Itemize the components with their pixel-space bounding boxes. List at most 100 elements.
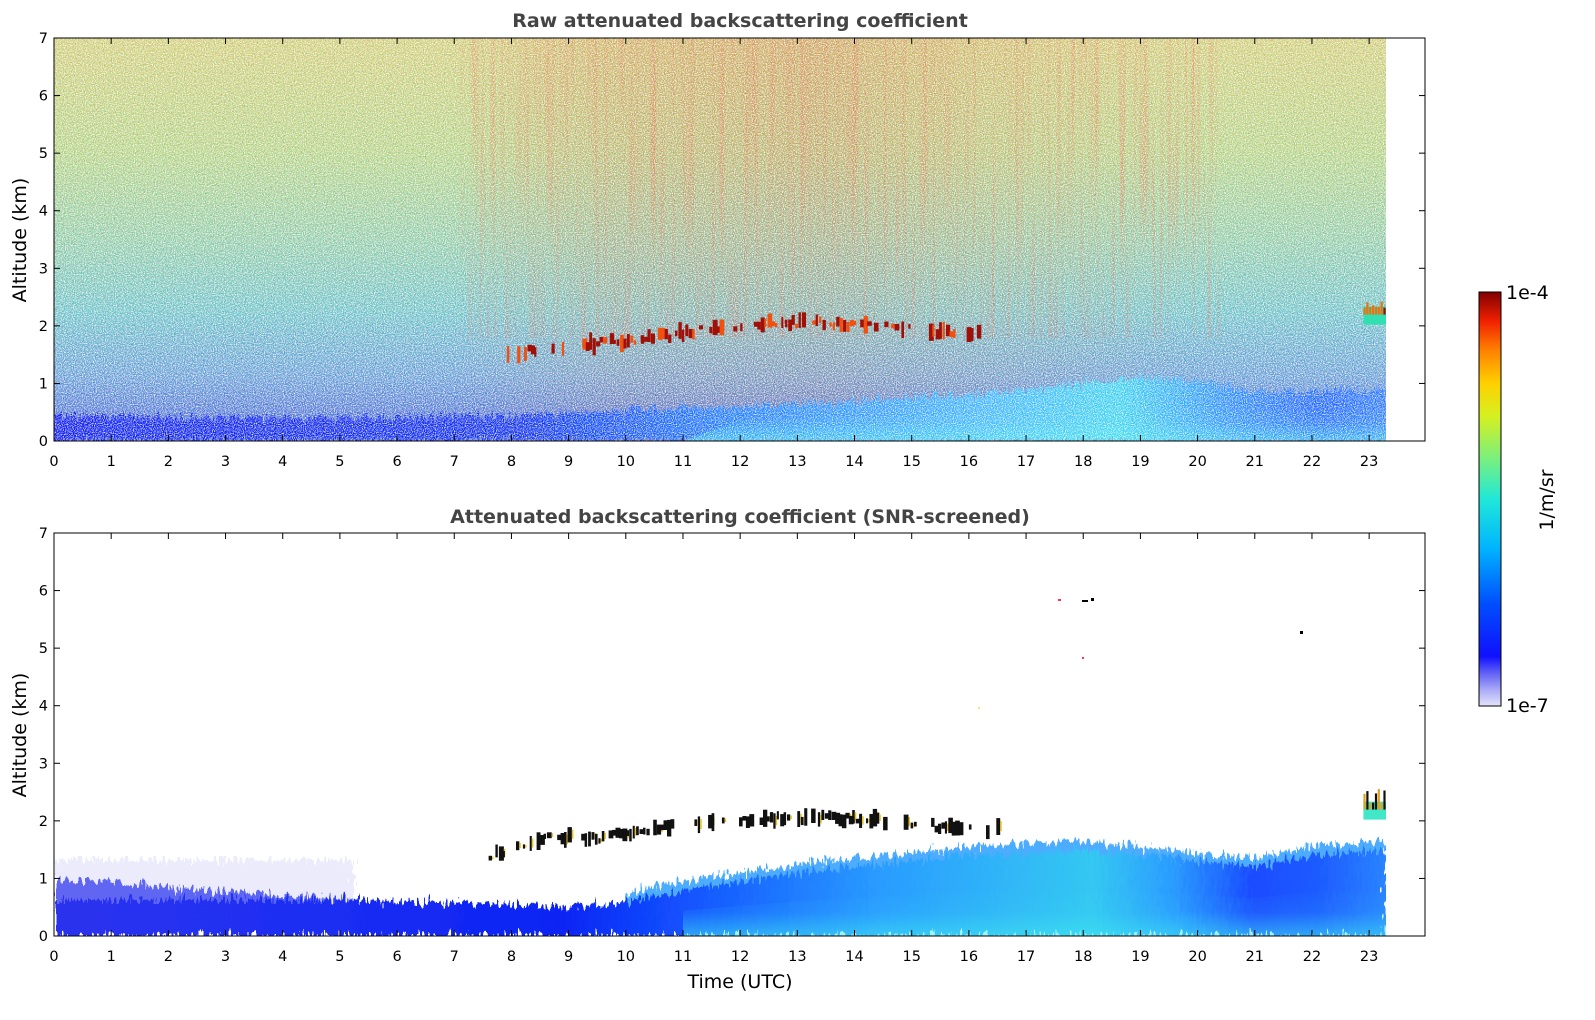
screened-x-tick-label: 20 — [1188, 949, 1206, 965]
screened-x-tick-label: 18 — [1074, 949, 1092, 965]
screened-cloud-mark — [632, 825, 635, 839]
screened-x-tick-label: 4 — [278, 949, 287, 965]
x-axis-label: Time (UTC) — [686, 971, 792, 993]
raw-x-tick-label: 23 — [1360, 454, 1378, 470]
screened-cloud-mark — [773, 813, 776, 829]
raw-cloud-mark — [932, 324, 935, 337]
raw-cloud-mark — [846, 321, 850, 333]
raw-cloud-mark — [616, 339, 620, 346]
raw-cloud-mark — [609, 333, 615, 344]
screened-cloud-mark — [739, 817, 743, 827]
screened-cloud-mark — [947, 823, 949, 831]
raw-cloud-mark — [685, 324, 689, 337]
screened-cloud-mark — [612, 829, 617, 836]
screened-cloud-mark — [908, 817, 910, 827]
screened-cloud-mark — [622, 828, 628, 842]
raw-cloud-mark — [551, 343, 555, 354]
screened-cloud-mark — [594, 833, 598, 845]
screened-x-tick-label: 0 — [49, 949, 58, 965]
raw-cloud-mark — [644, 336, 649, 342]
raw-y-tick-label: 4 — [39, 204, 48, 220]
screened-cloud-mark — [581, 833, 586, 841]
screened-x-tick-label: 3 — [221, 949, 230, 965]
screened-x-tick-label: 23 — [1360, 949, 1378, 965]
screened-cloud-mark — [634, 828, 637, 836]
screened-x-tick-label: 12 — [731, 949, 749, 965]
raw-cloud-mark — [620, 334, 624, 353]
raw-cloud-mark — [908, 324, 911, 329]
screened-cloud-mark — [944, 821, 947, 834]
raw-cloud-mark — [815, 314, 818, 326]
screened-y-tick-label: 1 — [39, 871, 48, 887]
screened-cloud-mark — [845, 812, 850, 819]
raw-cloud-mark — [819, 316, 822, 324]
screened-cloud-mark — [1374, 793, 1378, 810]
screened-cloud-mark — [868, 819, 870, 823]
screened-cloud-mark — [546, 832, 552, 839]
screened-cloud-mark — [600, 839, 602, 843]
raw-cloud-mark — [709, 326, 713, 334]
screened-cloud-mark — [557, 834, 562, 841]
screened-cloud-mark — [697, 816, 701, 834]
screened-cloud-mark — [564, 832, 567, 848]
screened-cloud-mark — [824, 813, 829, 819]
screened-cloud-mark — [876, 812, 880, 824]
screened-cloud-mark — [879, 814, 881, 822]
raw-x-tick-label: 11 — [674, 454, 692, 470]
screened-cloud-mark — [643, 827, 646, 835]
screened-cloud-mark — [598, 838, 601, 844]
raw-cloud-mark — [719, 319, 725, 336]
raw-cloud-mark — [675, 330, 678, 337]
raw-cloud-mark — [853, 320, 857, 325]
screened-cloud-mark — [1383, 790, 1386, 810]
screened-cloud-mark — [872, 808, 878, 827]
raw-cloud-mark — [602, 337, 608, 344]
raw-x-tick-label: 18 — [1074, 454, 1092, 470]
raw-cloud-mark — [661, 327, 666, 339]
raw-cloud-mark — [585, 342, 590, 351]
screened-x-tick-label: 11 — [674, 949, 692, 965]
screened-cloud-mark — [639, 829, 644, 834]
screened-cloud-mark — [646, 828, 650, 836]
screened-cloud-mark — [776, 811, 779, 820]
screened-cloud-mark — [540, 835, 545, 845]
screened-cloud-mark — [1366, 791, 1369, 810]
screened-x-tick-label: 14 — [845, 949, 863, 965]
raw-cloud-mark — [849, 320, 854, 327]
raw-cloud-mark — [517, 346, 521, 364]
raw-cloud-mark — [692, 329, 695, 340]
screened-cloud-mark — [783, 812, 787, 826]
raw-x-tick-label: 13 — [788, 454, 806, 470]
raw-cloud-mark — [874, 322, 879, 332]
screened-cloud-mark — [656, 824, 662, 835]
raw-x-axis: 0 1 2 3 4 5 6 7 8 9 10 11 12 13 14 15 16 17 18 19 20 21 22 23 — [49, 38, 1378, 470]
screened-cloud-mark — [588, 831, 591, 847]
raw-x-tick-label: 10 — [617, 454, 635, 470]
screened-cloud-mark — [618, 829, 624, 839]
raw-cloud-mark — [524, 346, 527, 361]
screened-y-axis: 0 1 2 3 4 5 6 7 — [39, 526, 1425, 945]
raw-x-tick-label: 16 — [960, 454, 978, 470]
screened-cloud-mark — [763, 809, 768, 827]
screened-cloud-mark — [958, 822, 964, 836]
raw-cloud-mark — [795, 323, 798, 329]
screened-cloud-mark — [660, 824, 664, 831]
screened-cloud-mark — [567, 827, 572, 843]
screened-cloud-mark — [560, 833, 566, 845]
screened-cloud-mark — [968, 824, 972, 830]
screened-cloud-mark — [724, 818, 727, 822]
screened-y-tick-label: 5 — [39, 641, 48, 657]
screened-cloud-mark — [828, 810, 832, 820]
screened-y-tick-label: 0 — [39, 929, 48, 945]
raw-x-tick-label: 4 — [278, 454, 287, 470]
screened-cloud-mark — [852, 810, 855, 824]
screened-title: Attenuated backscattering coefficient (S… — [450, 506, 1030, 528]
raw-y-tick-label: 2 — [39, 319, 48, 335]
raw-cloud-mark — [1383, 307, 1386, 315]
screened-cloud-mark — [862, 816, 864, 825]
screened-cloud-mark — [721, 817, 725, 824]
raw-cloud-mark — [839, 318, 843, 332]
screened-cloud-mark — [910, 822, 914, 829]
screened-cloud-mark — [820, 814, 822, 824]
